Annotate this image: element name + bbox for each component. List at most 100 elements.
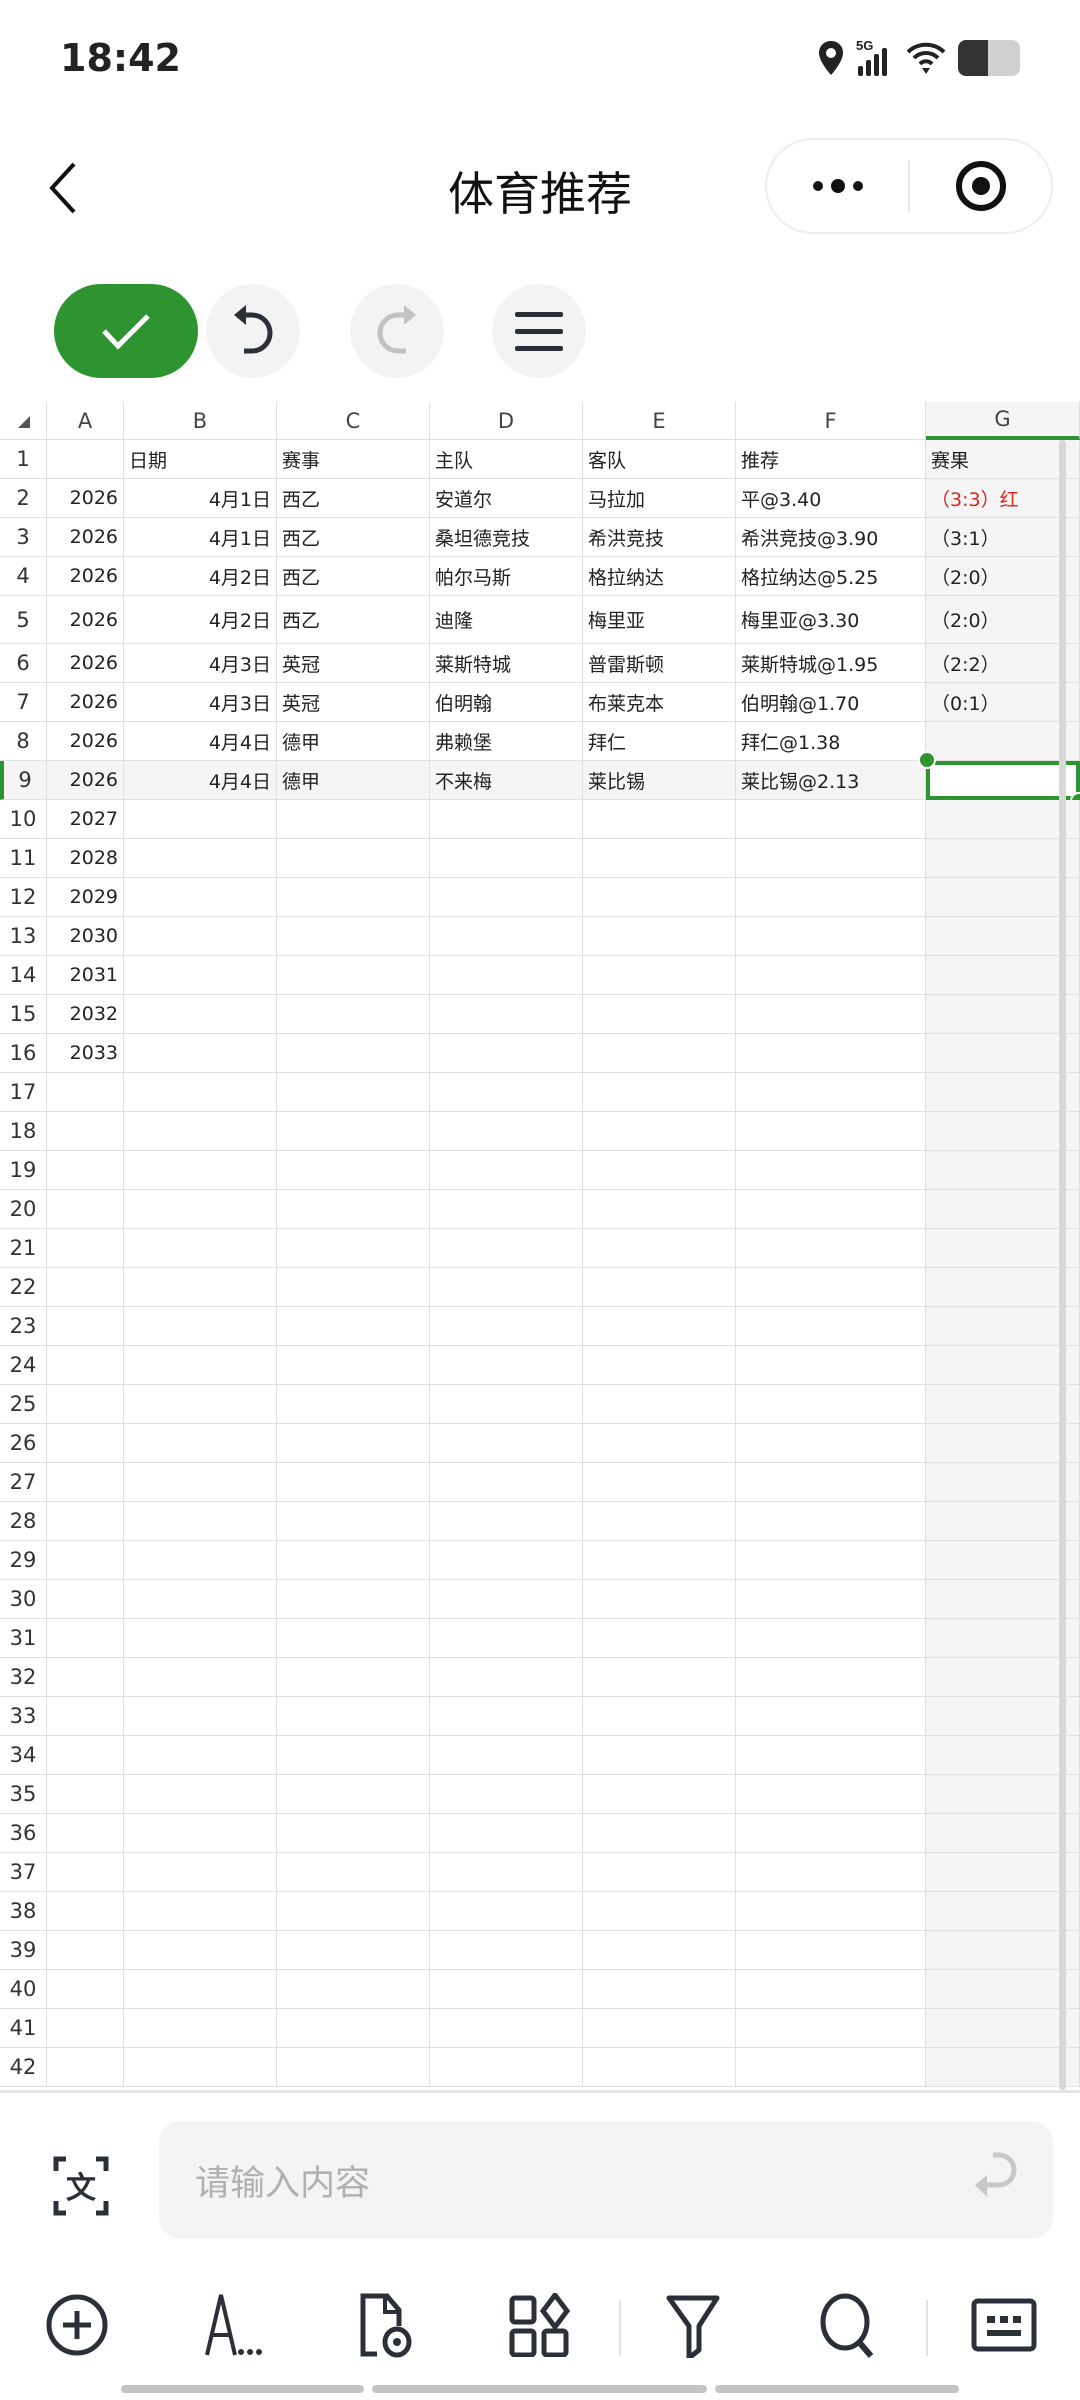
row-header-15[interactable]: 15	[0, 995, 47, 1034]
row-header-17[interactable]: 17	[0, 1073, 47, 1112]
cell-b20[interactable]	[124, 1190, 277, 1229]
cell-c7[interactable]: 英冠	[277, 683, 430, 722]
cell-d19[interactable]	[430, 1151, 583, 1190]
cell-d7[interactable]: 伯明翰	[430, 683, 583, 722]
cell-b7[interactable]: 4月3日	[124, 683, 277, 722]
cell-a23[interactable]	[47, 1307, 124, 1346]
cell-d12[interactable]	[430, 878, 583, 917]
cell-f20[interactable]	[736, 1190, 926, 1229]
row-header-5[interactable]: 5	[0, 596, 47, 644]
cell-e16[interactable]	[583, 1034, 736, 1073]
cell-e19[interactable]	[583, 1151, 736, 1190]
cell-f42[interactable]	[736, 2048, 926, 2087]
cell-a4[interactable]: 2026	[47, 557, 124, 596]
row-header-33[interactable]: 33	[0, 1697, 47, 1736]
cell-b27[interactable]	[124, 1463, 277, 1502]
cell-e7[interactable]: 布莱克本	[583, 683, 736, 722]
cell-c33[interactable]	[277, 1697, 430, 1736]
row-header-25[interactable]: 25	[0, 1385, 47, 1424]
row-header-11[interactable]: 11	[0, 839, 47, 878]
cell-a1[interactable]	[47, 440, 124, 479]
cell-d6[interactable]: 莱斯特城	[430, 644, 583, 683]
cell-c4[interactable]: 西乙	[277, 557, 430, 596]
column-header-e[interactable]: E	[583, 402, 736, 440]
row-header-7[interactable]: 7	[0, 683, 47, 722]
filter-button[interactable]	[658, 2290, 728, 2360]
cell-e4[interactable]: 格拉纳达	[583, 557, 736, 596]
cell-f27[interactable]	[736, 1463, 926, 1502]
row-header-14[interactable]: 14	[0, 956, 47, 995]
row-header-36[interactable]: 36	[0, 1814, 47, 1853]
cell-b21[interactable]	[124, 1229, 277, 1268]
cell-g1[interactable]: 赛果	[926, 440, 1080, 479]
cell-d22[interactable]	[430, 1268, 583, 1307]
cell-d20[interactable]	[430, 1190, 583, 1229]
row-header-24[interactable]: 24	[0, 1346, 47, 1385]
cell-b12[interactable]	[124, 878, 277, 917]
cell-e14[interactable]	[583, 956, 736, 995]
cell-a25[interactable]	[47, 1385, 124, 1424]
cell-a35[interactable]	[47, 1775, 124, 1814]
close-button[interactable]	[910, 140, 1051, 232]
cell-g17[interactable]	[926, 1073, 1080, 1112]
cell-d10[interactable]	[430, 800, 583, 839]
cell-c1[interactable]: 赛事	[277, 440, 430, 479]
cell-c2[interactable]: 西乙	[277, 479, 430, 518]
row-header-10[interactable]: 10	[0, 800, 47, 839]
more-button[interactable]	[767, 140, 908, 232]
cell-d37[interactable]	[430, 1853, 583, 1892]
cell-d4[interactable]: 帕尔马斯	[430, 557, 583, 596]
cell-g26[interactable]	[926, 1424, 1080, 1463]
cell-f40[interactable]	[736, 1970, 926, 2009]
row-header-19[interactable]: 19	[0, 1151, 47, 1190]
cell-f26[interactable]	[736, 1424, 926, 1463]
cell-g2[interactable]: （3:3）红	[926, 479, 1080, 518]
cell-b17[interactable]	[124, 1073, 277, 1112]
cell-b39[interactable]	[124, 1931, 277, 1970]
cell-b36[interactable]	[124, 1814, 277, 1853]
cell-g34[interactable]	[926, 1736, 1080, 1775]
cell-c29[interactable]	[277, 1541, 430, 1580]
cell-g15[interactable]	[926, 995, 1080, 1034]
cell-e12[interactable]	[583, 878, 736, 917]
row-header-27[interactable]: 27	[0, 1463, 47, 1502]
cell-g32[interactable]	[926, 1658, 1080, 1697]
cell-c28[interactable]	[277, 1502, 430, 1541]
cell-a40[interactable]	[47, 1970, 124, 2009]
cell-f34[interactable]	[736, 1736, 926, 1775]
cell-g7[interactable]: （0:1）	[926, 683, 1080, 722]
select-all-corner[interactable]	[0, 402, 47, 440]
cell-g30[interactable]	[926, 1580, 1080, 1619]
redo-button[interactable]	[350, 284, 444, 378]
cell-f24[interactable]	[736, 1346, 926, 1385]
menu-button[interactable]	[492, 284, 586, 378]
row-header-6[interactable]: 6	[0, 644, 47, 683]
cell-a32[interactable]	[47, 1658, 124, 1697]
cell-d33[interactable]	[430, 1697, 583, 1736]
cell-a13[interactable]: 2030	[47, 917, 124, 956]
cell-d3[interactable]: 桑坦德竞技	[430, 518, 583, 557]
cell-d35[interactable]	[430, 1775, 583, 1814]
cell-e24[interactable]	[583, 1346, 736, 1385]
cell-b34[interactable]	[124, 1736, 277, 1775]
cell-e34[interactable]	[583, 1736, 736, 1775]
cell-e3[interactable]: 希洪竞技	[583, 518, 736, 557]
cell-e30[interactable]	[583, 1580, 736, 1619]
cell-f3[interactable]: 希洪竞技@3.90	[736, 518, 926, 557]
cell-d25[interactable]	[430, 1385, 583, 1424]
cell-d1[interactable]: 主队	[430, 440, 583, 479]
cell-b5[interactable]: 4月2日	[124, 596, 277, 644]
cell-g33[interactable]	[926, 1697, 1080, 1736]
cell-e41[interactable]	[583, 2009, 736, 2048]
cell-d11[interactable]	[430, 839, 583, 878]
cell-f2[interactable]: 平@3.40	[736, 479, 926, 518]
cell-g22[interactable]	[926, 1268, 1080, 1307]
cell-e29[interactable]	[583, 1541, 736, 1580]
cell-c17[interactable]	[277, 1073, 430, 1112]
cell-c20[interactable]	[277, 1190, 430, 1229]
cell-b41[interactable]	[124, 2009, 277, 2048]
cell-e25[interactable]	[583, 1385, 736, 1424]
column-header-d[interactable]: D	[430, 402, 583, 440]
cell-d40[interactable]	[430, 1970, 583, 2009]
cell-a22[interactable]	[47, 1268, 124, 1307]
